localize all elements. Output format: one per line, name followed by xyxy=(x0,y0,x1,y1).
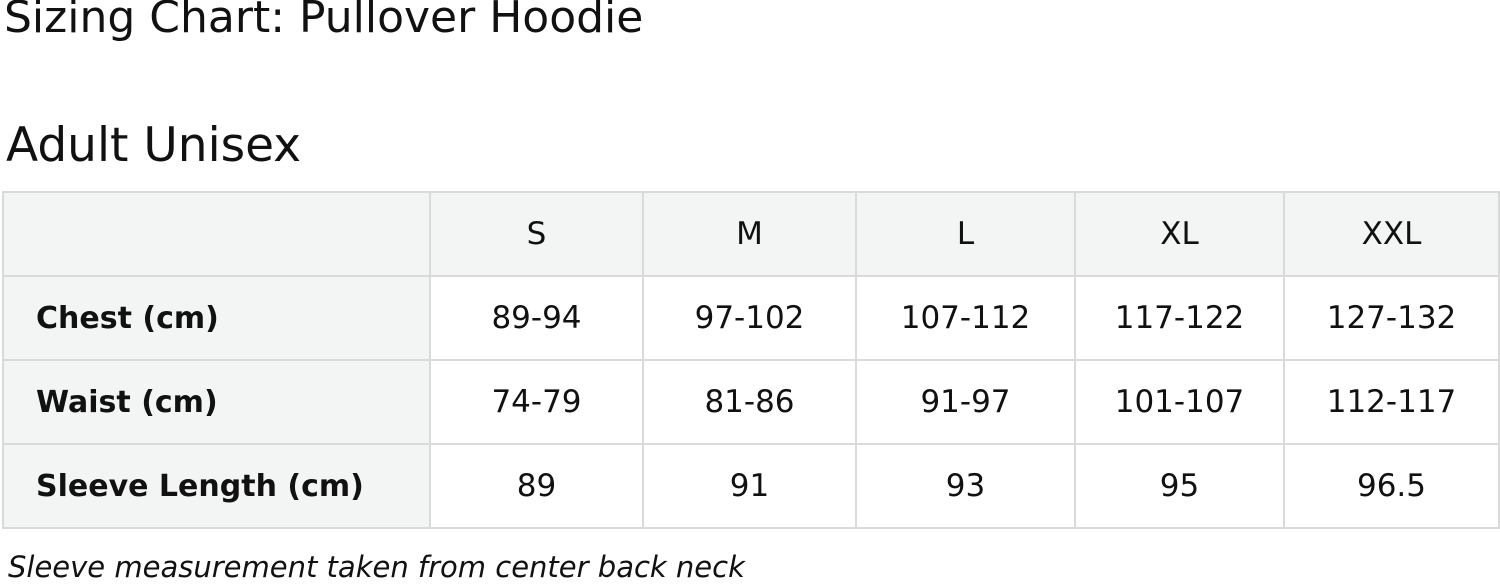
corner-cell xyxy=(2,191,431,277)
cell: 93 xyxy=(855,443,1076,529)
cell: 96.5 xyxy=(1283,443,1500,529)
cell: 117-122 xyxy=(1074,275,1285,361)
size-header: S xyxy=(429,191,644,277)
cell: 97-102 xyxy=(642,275,857,361)
footnote: Sleeve measurement taken from center bac… xyxy=(8,550,745,584)
row-label: Sleeve Length (cm) xyxy=(2,443,431,529)
cell: 89 xyxy=(429,443,644,529)
section-title: Adult Unisex xyxy=(6,118,302,173)
cell: 101-107 xyxy=(1074,359,1285,445)
cell: 74-79 xyxy=(429,359,644,445)
table-row: Sleeve Length (cm) 89 91 93 95 96.5 xyxy=(2,443,1500,529)
cell: 91-97 xyxy=(855,359,1076,445)
size-header: XXL xyxy=(1283,191,1500,277)
cell: 95 xyxy=(1074,443,1285,529)
page-title: Sizing Chart: Pullover Hoodie xyxy=(4,0,644,43)
size-header: XL xyxy=(1074,191,1285,277)
table-row: Chest (cm) 89-94 97-102 107-112 117-122 … xyxy=(2,275,1500,361)
size-header: L xyxy=(855,191,1076,277)
table-row: Waist (cm) 74-79 81-86 91-97 101-107 112… xyxy=(2,359,1500,445)
size-table: S M L XL XXL Chest (cm) 89-94 97-102 107… xyxy=(2,191,1500,529)
cell: 112-117 xyxy=(1283,359,1500,445)
header-row: S M L XL XXL xyxy=(2,191,1500,277)
size-header: M xyxy=(642,191,857,277)
row-label: Waist (cm) xyxy=(2,359,431,445)
row-label: Chest (cm) xyxy=(2,275,431,361)
cell: 81-86 xyxy=(642,359,857,445)
cell: 91 xyxy=(642,443,857,529)
cell: 127-132 xyxy=(1283,275,1500,361)
cell: 89-94 xyxy=(429,275,644,361)
cell: 107-112 xyxy=(855,275,1076,361)
